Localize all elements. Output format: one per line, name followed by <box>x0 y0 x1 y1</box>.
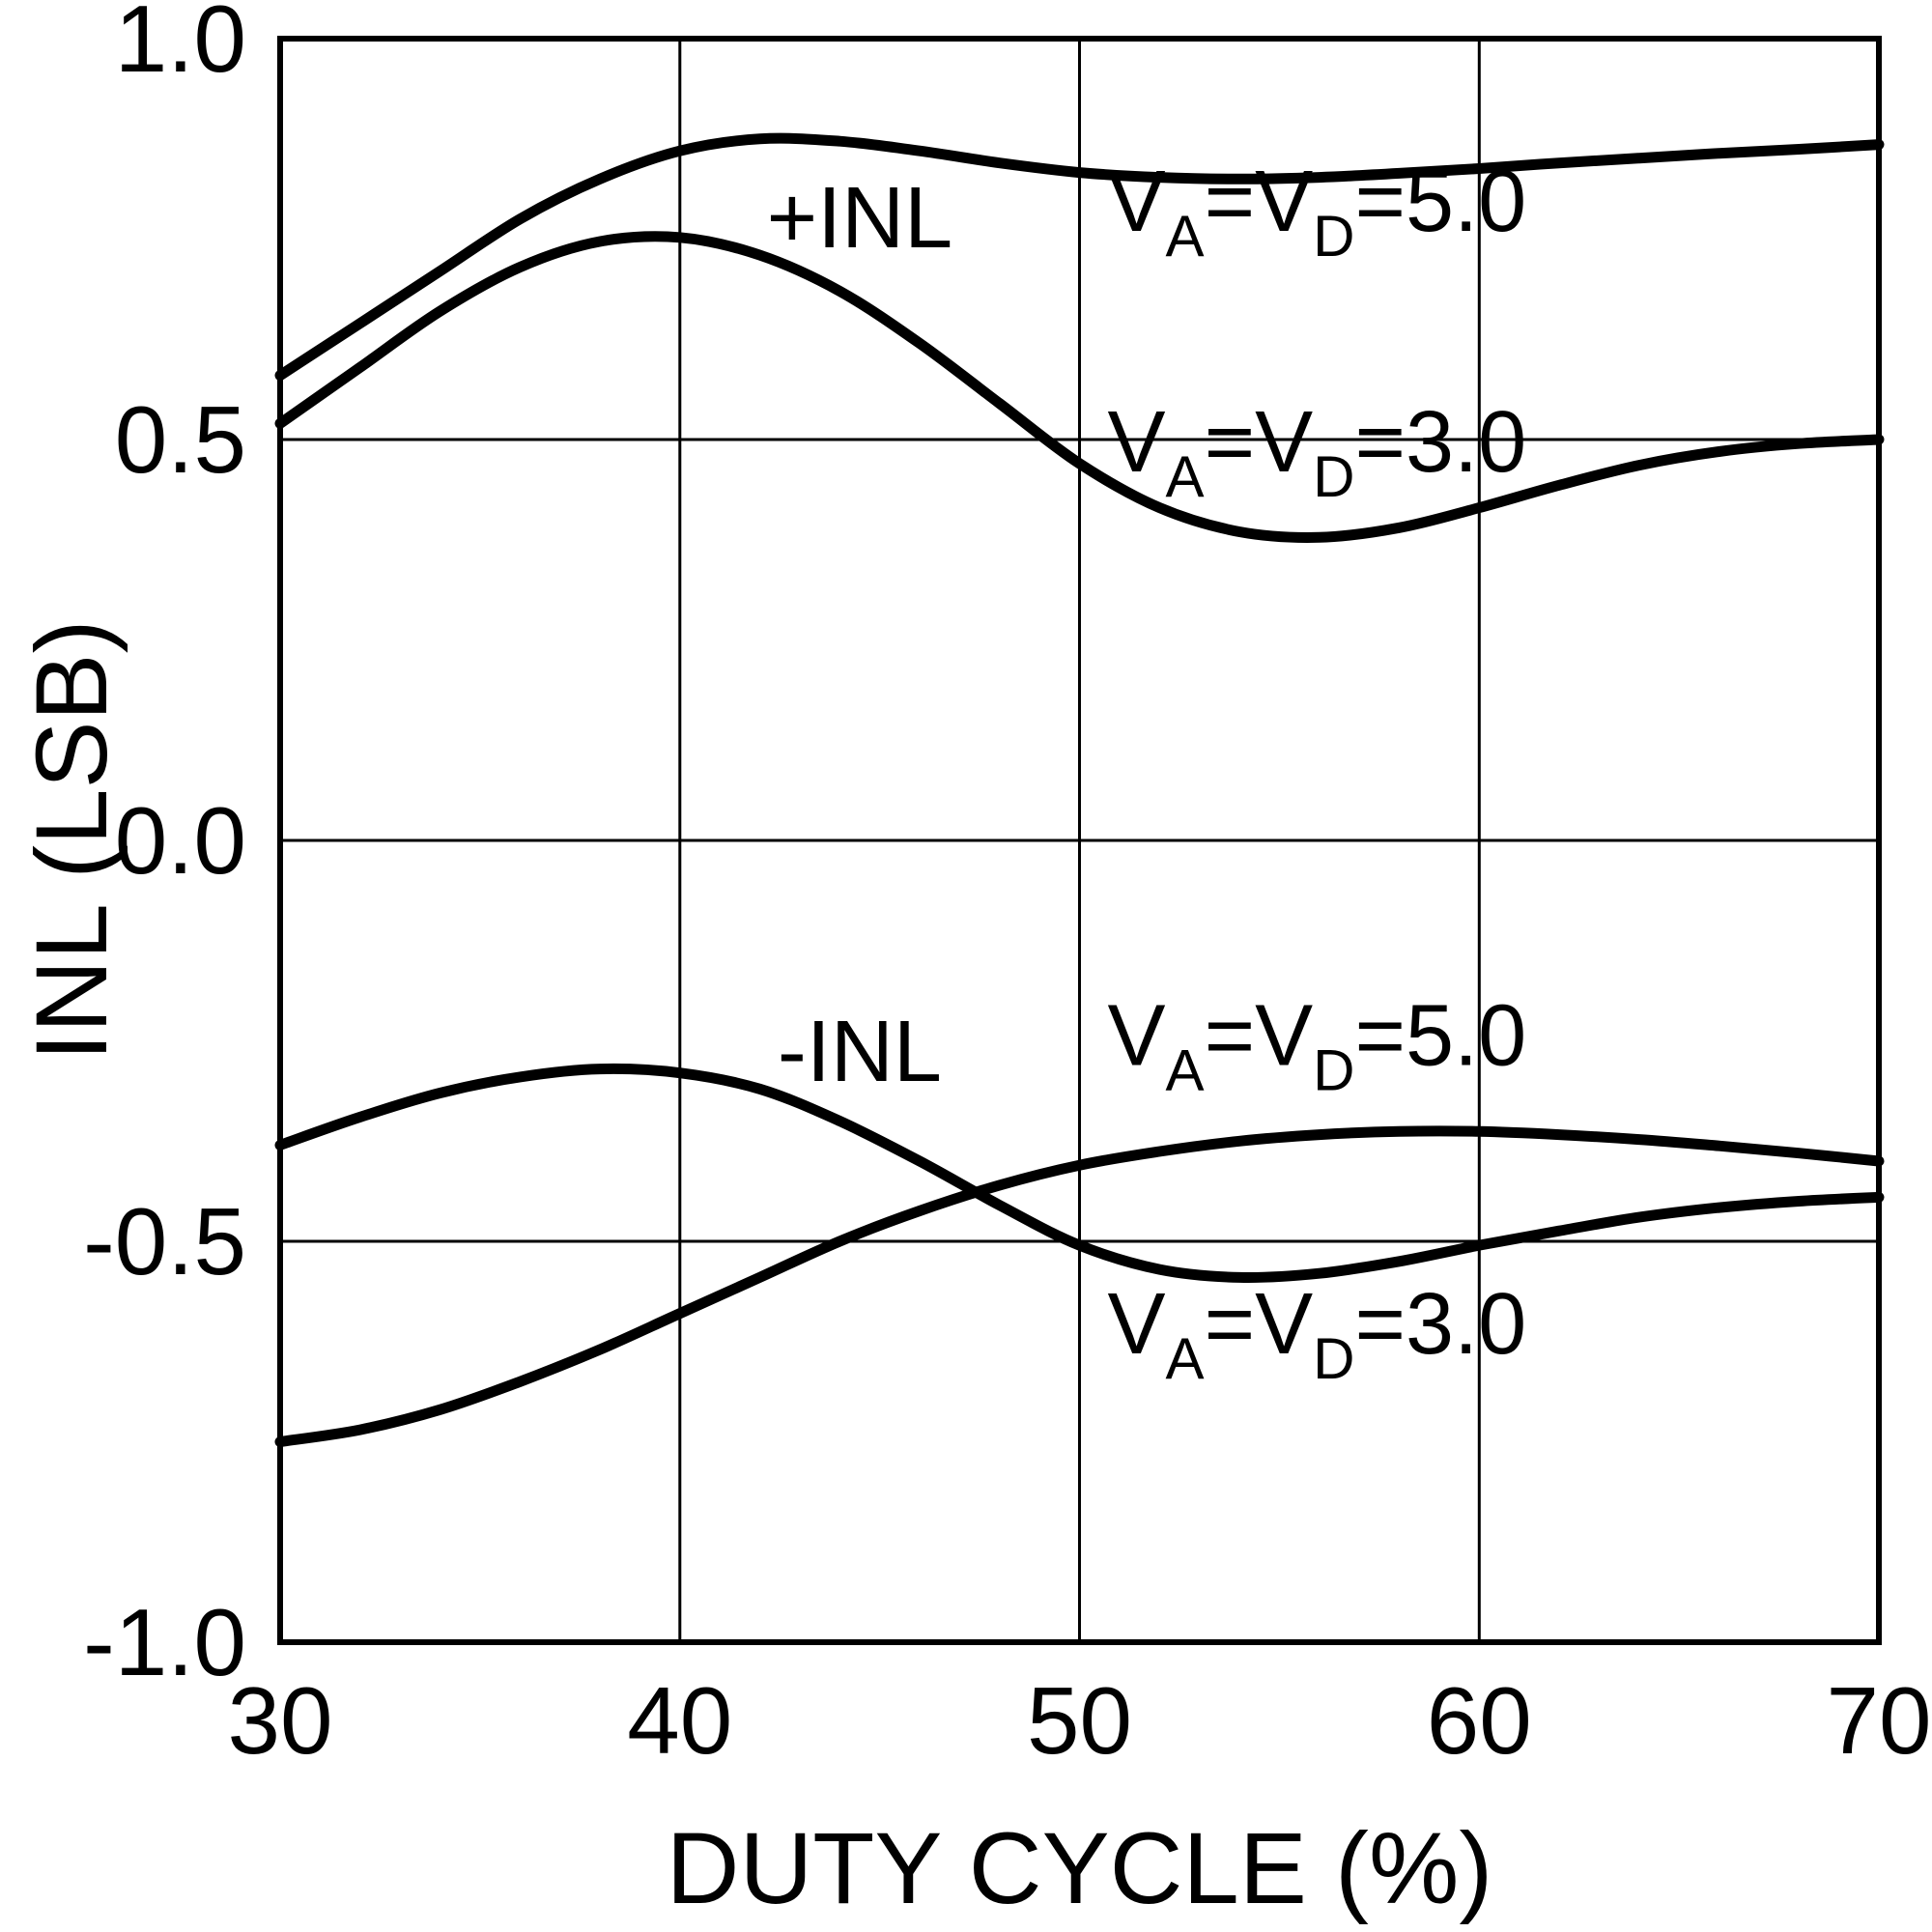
top-va-vd-3: VA=VD=3.0 <box>1108 394 1527 509</box>
x-tick-label: 60 <box>1427 1667 1532 1774</box>
series-curve-0 <box>274 132 1885 382</box>
x-tick-label: 50 <box>1027 1667 1132 1774</box>
x-tick-label: 30 <box>227 1667 332 1774</box>
series-curve-3 <box>274 1125 1885 1447</box>
x-tick-label: 40 <box>627 1667 732 1774</box>
y-tick-label: 1.0 <box>115 0 246 92</box>
plot-border <box>277 36 1882 1645</box>
y-tick-label: -0.5 <box>83 1188 246 1294</box>
bottom-va-vd-5: VA=VD=5.0 <box>1108 987 1527 1102</box>
x-tick-label: 70 <box>1826 1667 1931 1774</box>
y-tick-label: -1.0 <box>83 1589 246 1695</box>
series-curve-2 <box>274 1063 1885 1284</box>
y-tick-label: 0.5 <box>115 386 246 493</box>
y-tick-label: 0.0 <box>115 787 246 894</box>
bottom-va-vd-3: VA=VD=3.0 <box>1108 1276 1527 1391</box>
top-va-vd-5: VA=VD=5.0 <box>1108 154 1527 269</box>
series-curve-1 <box>274 231 1885 543</box>
y-axis-title: INL (LSB) <box>15 619 128 1061</box>
plus-inl-label: +INL <box>767 170 953 267</box>
minus-inl-label: -INL <box>778 1004 942 1100</box>
x-axis-title: DUTY CYCLE (%) <box>667 1812 1493 1925</box>
